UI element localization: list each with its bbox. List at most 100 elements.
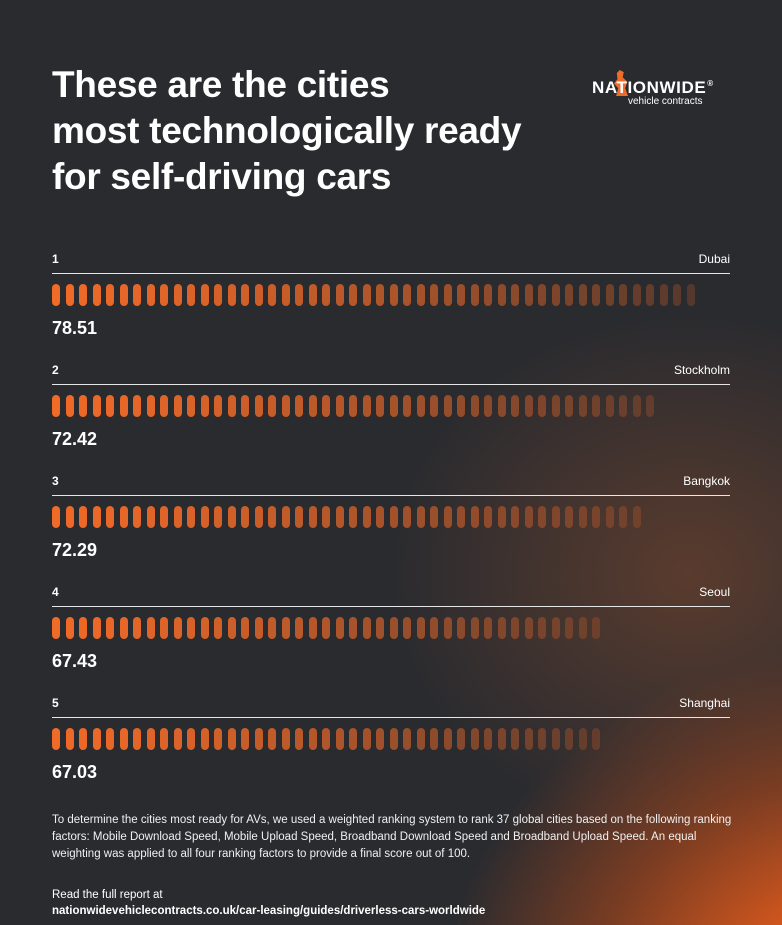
bar-segment xyxy=(430,728,438,750)
bar-segment xyxy=(322,506,330,528)
title-line: most technologically ready xyxy=(52,110,522,151)
row-divider xyxy=(52,273,730,274)
bar-segment xyxy=(173,395,182,417)
bar-segment xyxy=(443,728,452,750)
bar-segment xyxy=(605,284,614,306)
bar-segment xyxy=(214,284,222,306)
bar-segment xyxy=(65,728,74,750)
brand-logo: NATIONWIDE® vehicle contracts xyxy=(592,70,734,114)
page-title: These are the cities most technologicall… xyxy=(52,62,522,200)
bar-segment xyxy=(173,284,182,306)
bar-segment xyxy=(308,617,317,639)
bar-segment xyxy=(470,728,479,750)
bar-segment xyxy=(443,506,452,528)
bar-segment xyxy=(578,395,587,417)
bar-segment xyxy=(281,395,290,417)
bar-segment xyxy=(227,395,236,417)
bar-segment xyxy=(646,395,654,417)
ranking-row: 2 Stockholm 72.42 xyxy=(52,363,730,473)
bar-segment xyxy=(389,395,398,417)
bar-segment xyxy=(524,617,533,639)
bar-segment xyxy=(133,506,141,528)
bar-segment xyxy=(403,617,411,639)
bar-segment xyxy=(416,506,425,528)
bar-segment xyxy=(605,395,614,417)
rank-number: 1 xyxy=(52,252,59,266)
bar-segment xyxy=(322,728,330,750)
bar-segment xyxy=(551,284,560,306)
score-value: 67.43 xyxy=(52,651,98,671)
bar-segment xyxy=(430,284,438,306)
bar-segment xyxy=(200,506,209,528)
logo-wordmark: NATIONWIDE® xyxy=(592,78,714,97)
bar-segment xyxy=(376,506,384,528)
bar-segment xyxy=(470,284,479,306)
city-label: Shanghai xyxy=(679,696,730,710)
bar-segment xyxy=(538,284,546,306)
bar-segment xyxy=(106,728,114,750)
bar-segment xyxy=(335,617,344,639)
bar-segment xyxy=(254,728,263,750)
bar-segment xyxy=(227,506,236,528)
bar-segment xyxy=(538,395,546,417)
bar-segment xyxy=(146,728,155,750)
bar-segment xyxy=(362,506,371,528)
bar-segment xyxy=(52,284,60,306)
bar-segment xyxy=(335,284,344,306)
bar-segment xyxy=(362,284,371,306)
score-bar xyxy=(52,728,730,750)
bar-segment xyxy=(551,617,560,639)
bar-segment xyxy=(146,617,155,639)
bar-segment xyxy=(457,617,465,639)
bar-segment xyxy=(416,284,425,306)
bar-segment xyxy=(227,617,236,639)
bar-segment xyxy=(551,395,560,417)
city-label: Bangkok xyxy=(683,474,730,488)
bar-segment xyxy=(106,284,114,306)
bar-segment xyxy=(79,617,87,639)
bar-segment xyxy=(457,506,465,528)
bar-segment xyxy=(52,506,60,528)
report-url-link[interactable]: nationwidevehiclecontracts.co.uk/car-lea… xyxy=(52,905,486,917)
title-line: These are the cities xyxy=(52,64,390,105)
bar-segment xyxy=(241,617,249,639)
bar-segment xyxy=(376,395,384,417)
bar-segment xyxy=(511,728,519,750)
bar-segment xyxy=(484,284,492,306)
bar-segment xyxy=(362,728,371,750)
ranking-row: 3 Bangkok 72.29 xyxy=(52,474,730,584)
bar-segment xyxy=(308,395,317,417)
bar-segment xyxy=(592,506,600,528)
bar-segment xyxy=(160,617,168,639)
bar-segment xyxy=(565,395,573,417)
bar-segment xyxy=(565,617,573,639)
bar-segment xyxy=(295,728,303,750)
bar-segment xyxy=(146,395,155,417)
bar-segment xyxy=(403,728,411,750)
bar-segment xyxy=(295,284,303,306)
bar-segment xyxy=(511,617,519,639)
bar-segment xyxy=(457,284,465,306)
bar-segment xyxy=(200,617,209,639)
bar-segment xyxy=(65,395,74,417)
bar-segment xyxy=(160,506,168,528)
bar-segment xyxy=(349,728,357,750)
bar-segment xyxy=(457,728,465,750)
bar-segment xyxy=(659,284,668,306)
bar-segment xyxy=(295,395,303,417)
bar-segment xyxy=(470,617,479,639)
bar-segment xyxy=(484,506,492,528)
bar-segment xyxy=(308,284,317,306)
bar-segment xyxy=(214,728,222,750)
bar-segment xyxy=(187,284,195,306)
bar-segment xyxy=(254,395,263,417)
bar-segment xyxy=(376,284,384,306)
bar-segment xyxy=(578,284,587,306)
city-label: Stockholm xyxy=(673,363,730,377)
title-line: for self-driving cars xyxy=(52,156,392,197)
bar-segment xyxy=(430,617,438,639)
bar-segment xyxy=(187,395,195,417)
bar-segment xyxy=(133,284,141,306)
bar-segment xyxy=(133,617,141,639)
bar-segment xyxy=(268,617,276,639)
